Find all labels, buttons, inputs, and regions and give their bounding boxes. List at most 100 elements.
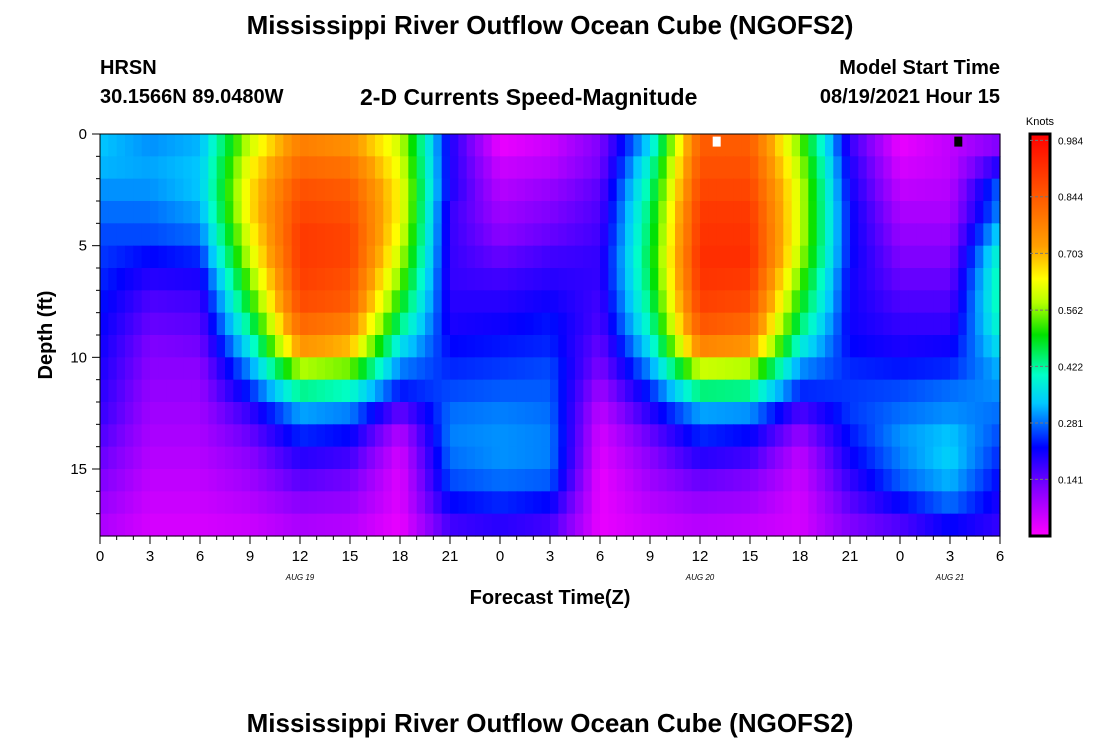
heatmap-cell xyxy=(733,223,743,247)
heatmap-cell xyxy=(525,134,534,157)
heatmap-cell xyxy=(891,446,901,470)
heatmap-cell xyxy=(500,469,509,492)
heatmap-cell xyxy=(808,379,818,403)
heatmap-cell xyxy=(216,379,226,403)
heatmap-cell xyxy=(141,134,151,157)
heatmap-cell xyxy=(258,178,268,202)
heatmap-cell xyxy=(175,290,184,314)
heatmap-cell xyxy=(541,513,551,537)
heatmap-cell xyxy=(791,134,801,157)
heatmap-cell xyxy=(491,201,501,224)
heatmap-cell xyxy=(558,290,568,314)
heatmap-cell xyxy=(875,178,884,202)
heatmap-cell xyxy=(258,156,268,180)
heatmap-cell xyxy=(516,156,526,180)
x-tick-label: 0 xyxy=(496,548,504,565)
heatmap-cell xyxy=(116,513,126,537)
heatmap-cell xyxy=(708,335,718,358)
heatmap-cell xyxy=(750,513,759,537)
heatmap-cell xyxy=(408,268,418,291)
heatmap-cell xyxy=(591,469,601,492)
heatmap-cell xyxy=(233,513,243,537)
heatmap-cell xyxy=(725,513,734,537)
heatmap-cell xyxy=(733,245,743,269)
heatmap-cell xyxy=(416,513,426,537)
heatmap-cell xyxy=(525,491,534,515)
heatmap-cell xyxy=(700,491,709,515)
heatmap-cell xyxy=(450,134,459,157)
heatmap-cell xyxy=(358,268,368,291)
heatmap-cell xyxy=(425,357,434,381)
heatmap-cell xyxy=(750,178,759,202)
heatmap-cell xyxy=(516,491,526,515)
heatmap-cell xyxy=(583,223,593,247)
heatmap-cell xyxy=(150,268,159,291)
heatmap-cell xyxy=(225,402,234,425)
heatmap-cell xyxy=(641,335,651,358)
heatmap-cell xyxy=(208,134,218,157)
heatmap-cell xyxy=(358,223,368,247)
heatmap-cell xyxy=(175,402,184,425)
heatmap-cell xyxy=(458,469,468,492)
heatmap-cell xyxy=(983,335,993,358)
heatmap-cell xyxy=(775,201,784,224)
heatmap-cell xyxy=(791,402,801,425)
heatmap-cell xyxy=(358,201,368,224)
heatmap-cell xyxy=(208,446,218,470)
heatmap-cell xyxy=(308,245,318,269)
heatmap-cell xyxy=(341,379,351,403)
heatmap-cell xyxy=(291,290,301,314)
heatmap-cell xyxy=(275,379,284,403)
heatmap-cell xyxy=(975,312,984,336)
heatmap-cell xyxy=(758,357,768,381)
heatmap-cell xyxy=(950,268,959,291)
heatmap-cell xyxy=(966,201,976,224)
heatmap-cell xyxy=(550,245,559,269)
heatmap-cell xyxy=(233,469,243,492)
heatmap-cell xyxy=(958,491,968,515)
heatmap-cell xyxy=(283,446,293,470)
heatmap-cell xyxy=(375,424,384,448)
heatmap-cell xyxy=(225,335,234,358)
heatmap-cell xyxy=(541,312,551,336)
heatmap-cell xyxy=(441,446,451,470)
heatmap-cell xyxy=(858,268,868,291)
model-start-label: Model Start Time xyxy=(839,57,1000,79)
heatmap-cell xyxy=(450,312,459,336)
x-tick-label: 9 xyxy=(246,548,254,565)
heatmap-cell xyxy=(316,491,326,515)
heatmap-cell xyxy=(400,312,409,336)
heatmap-cell xyxy=(766,335,776,358)
heatmap-cell xyxy=(100,469,109,492)
heatmap-cell xyxy=(633,156,643,180)
heatmap-cell xyxy=(725,402,734,425)
heatmap-cell xyxy=(225,245,234,269)
heatmap-cell xyxy=(825,245,834,269)
heatmap-cell xyxy=(808,446,818,470)
heatmap-cell xyxy=(383,491,393,515)
heatmap-cell xyxy=(783,424,793,448)
heatmap-cell xyxy=(941,245,951,269)
heatmap-cell xyxy=(183,513,193,537)
heatmap-cell xyxy=(416,268,426,291)
heatmap-cell xyxy=(650,446,659,470)
heatmap-cell xyxy=(425,268,434,291)
heatmap-cell xyxy=(858,357,868,381)
heatmap-cell xyxy=(325,201,334,224)
heatmap-cell xyxy=(716,402,726,425)
heatmap-cell xyxy=(566,335,576,358)
heatmap-cell xyxy=(550,201,559,224)
heatmap-cell xyxy=(891,201,901,224)
heatmap-cell xyxy=(925,134,934,157)
heatmap-cell xyxy=(483,357,493,381)
heatmap-cell xyxy=(700,178,709,202)
heatmap-cell xyxy=(216,268,226,291)
heatmap-cell xyxy=(108,402,118,425)
x-tick-label: 3 xyxy=(546,548,554,565)
heatmap-cell xyxy=(800,223,809,247)
heatmap-cell xyxy=(675,223,684,247)
heatmap-cell xyxy=(600,201,609,224)
heatmap-cell xyxy=(316,290,326,314)
heatmap-cell xyxy=(291,469,301,492)
